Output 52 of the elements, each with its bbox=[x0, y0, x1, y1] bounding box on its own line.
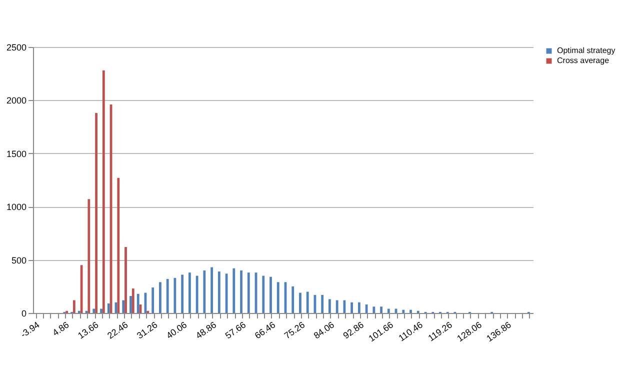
bar bbox=[247, 272, 250, 313]
bar bbox=[132, 288, 134, 313]
bar bbox=[380, 306, 382, 313]
bar bbox=[276, 282, 280, 313]
bar bbox=[410, 310, 412, 313]
y-tick-label: 0 bbox=[21, 308, 26, 318]
bar bbox=[188, 272, 191, 313]
bar bbox=[124, 247, 127, 313]
bar bbox=[203, 270, 206, 313]
bar bbox=[122, 300, 125, 313]
legend-label: Cross average bbox=[557, 56, 610, 65]
y-tick-label: 500 bbox=[11, 255, 26, 266]
bar bbox=[321, 294, 324, 313]
bar bbox=[232, 268, 236, 313]
bar bbox=[159, 282, 162, 313]
y-tick-label: 1500 bbox=[6, 148, 26, 159]
bar bbox=[292, 286, 294, 313]
bar bbox=[218, 272, 220, 313]
bar bbox=[100, 308, 102, 313]
bar bbox=[210, 267, 213, 313]
bar bbox=[262, 276, 265, 313]
bar bbox=[92, 308, 96, 313]
bar bbox=[402, 310, 405, 313]
y-tick-label: 2000 bbox=[6, 96, 26, 106]
bar bbox=[117, 178, 120, 313]
legend-label: Optimal strategy bbox=[557, 46, 616, 55]
bar bbox=[130, 296, 132, 313]
bar bbox=[336, 300, 338, 313]
bar bbox=[387, 308, 390, 313]
bar bbox=[181, 274, 184, 313]
bar bbox=[107, 303, 110, 313]
bar bbox=[196, 276, 198, 313]
bar bbox=[95, 112, 98, 313]
x-tick-label: 4.86 bbox=[50, 320, 71, 338]
bar bbox=[350, 302, 354, 313]
y-tick-label: 2500 bbox=[6, 42, 26, 52]
x-tick-label: -3.94 bbox=[18, 320, 42, 340]
bar bbox=[166, 278, 169, 313]
bar bbox=[306, 292, 309, 313]
bar bbox=[88, 199, 90, 313]
bar bbox=[240, 270, 242, 313]
bar bbox=[299, 292, 302, 313]
bar bbox=[136, 294, 140, 313]
bar bbox=[358, 302, 360, 313]
bar bbox=[102, 70, 105, 313]
bar bbox=[328, 299, 331, 313]
bar bbox=[270, 276, 272, 313]
bar bbox=[72, 300, 76, 313]
bar bbox=[343, 300, 346, 313]
bar bbox=[372, 306, 376, 313]
bar bbox=[152, 287, 154, 313]
y-tick-label: 1000 bbox=[6, 202, 26, 212]
